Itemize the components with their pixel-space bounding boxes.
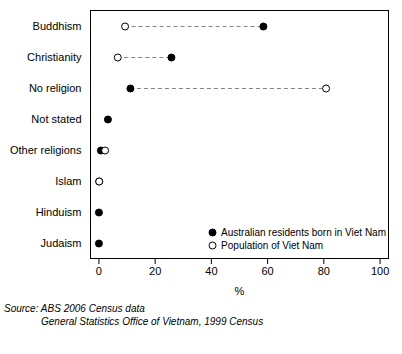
- svg-text:Judaism: Judaism: [41, 237, 82, 249]
- svg-text:Christianity: Christianity: [27, 51, 82, 63]
- svg-text:Buddhism: Buddhism: [33, 20, 82, 32]
- svg-text:No religion: No religion: [29, 82, 82, 94]
- html-text:General Statistics Office of V: General Statistics Office of Vietnam, 19…: [41, 316, 264, 327]
- svg-text:Hinduism: Hinduism: [36, 206, 82, 218]
- html-text:Australian residents born in V: Australian residents born in Viet Nam: [221, 227, 386, 238]
- html-text:Source: ABS 2006 Census data: Source: ABS 2006 Census data: [4, 303, 145, 314]
- svg-text:0: 0: [96, 265, 102, 277]
- svg-text:Other religions: Other religions: [10, 144, 82, 156]
- svg-text:40: 40: [205, 265, 217, 277]
- svg-text:80: 80: [318, 265, 330, 277]
- svg-text:20: 20: [149, 265, 161, 277]
- svg-text:Islam: Islam: [55, 175, 81, 187]
- svg-text:%: %: [235, 285, 245, 297]
- html-text:Population of Viet Nam: Population of Viet Nam: [221, 240, 324, 251]
- svg-text:100: 100: [371, 265, 389, 277]
- svg-text:60: 60: [261, 265, 273, 277]
- svg-text:Not stated: Not stated: [31, 113, 81, 125]
